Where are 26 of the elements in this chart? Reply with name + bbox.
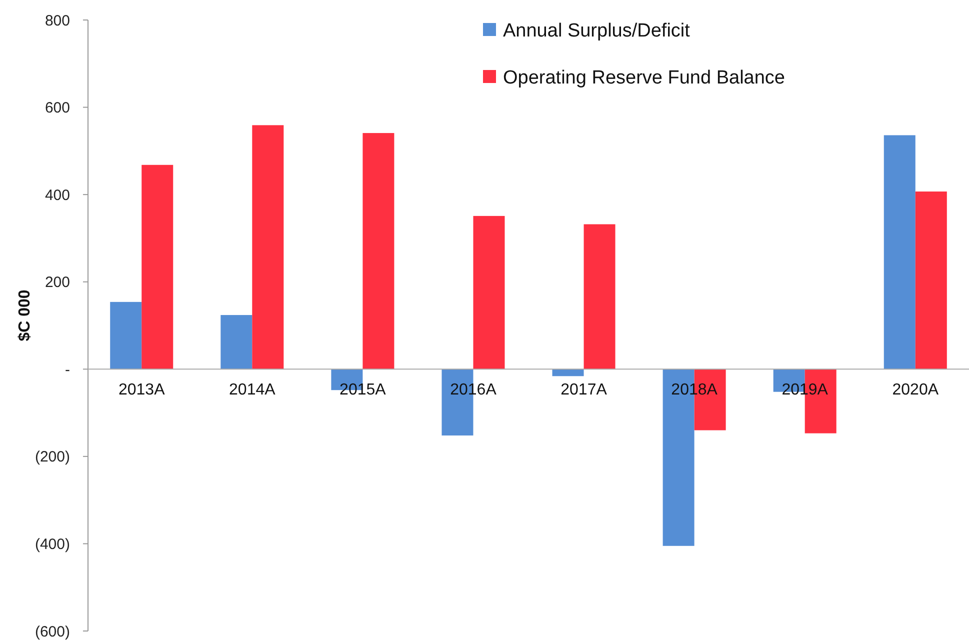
x-tick-label: 2020A: [892, 382, 939, 399]
y-tick-label: -: [65, 361, 70, 378]
y-tick-label: 600: [44, 100, 70, 117]
bar: [552, 369, 584, 376]
bar: [915, 192, 947, 370]
legend-label: Operating Reserve Fund Balance: [503, 68, 785, 89]
x-tick-label: 2015A: [340, 382, 386, 399]
y-tick-label: (400): [34, 536, 70, 553]
y-tick-label: 400: [44, 186, 70, 204]
bar: [584, 224, 616, 370]
y-axis-title: $C 000: [16, 290, 34, 342]
bar: [142, 164, 174, 370]
bar: [252, 125, 284, 370]
y-tick-label: 200: [44, 274, 70, 292]
bar: [473, 216, 505, 370]
bar: [110, 302, 142, 370]
y-tick-label: (600): [34, 623, 70, 640]
y-tick-label: (200): [34, 448, 70, 466]
bar: [220, 315, 252, 370]
bar: [362, 133, 394, 370]
x-tick-label: 2013A: [118, 382, 166, 399]
x-tick-label: 2014A: [229, 382, 276, 399]
x-tick-label: 2017A: [560, 382, 608, 399]
bar: [884, 135, 916, 370]
y-tick-label: 800: [44, 12, 70, 30]
legend-label: Annual Surplus/Deficit: [503, 20, 691, 42]
